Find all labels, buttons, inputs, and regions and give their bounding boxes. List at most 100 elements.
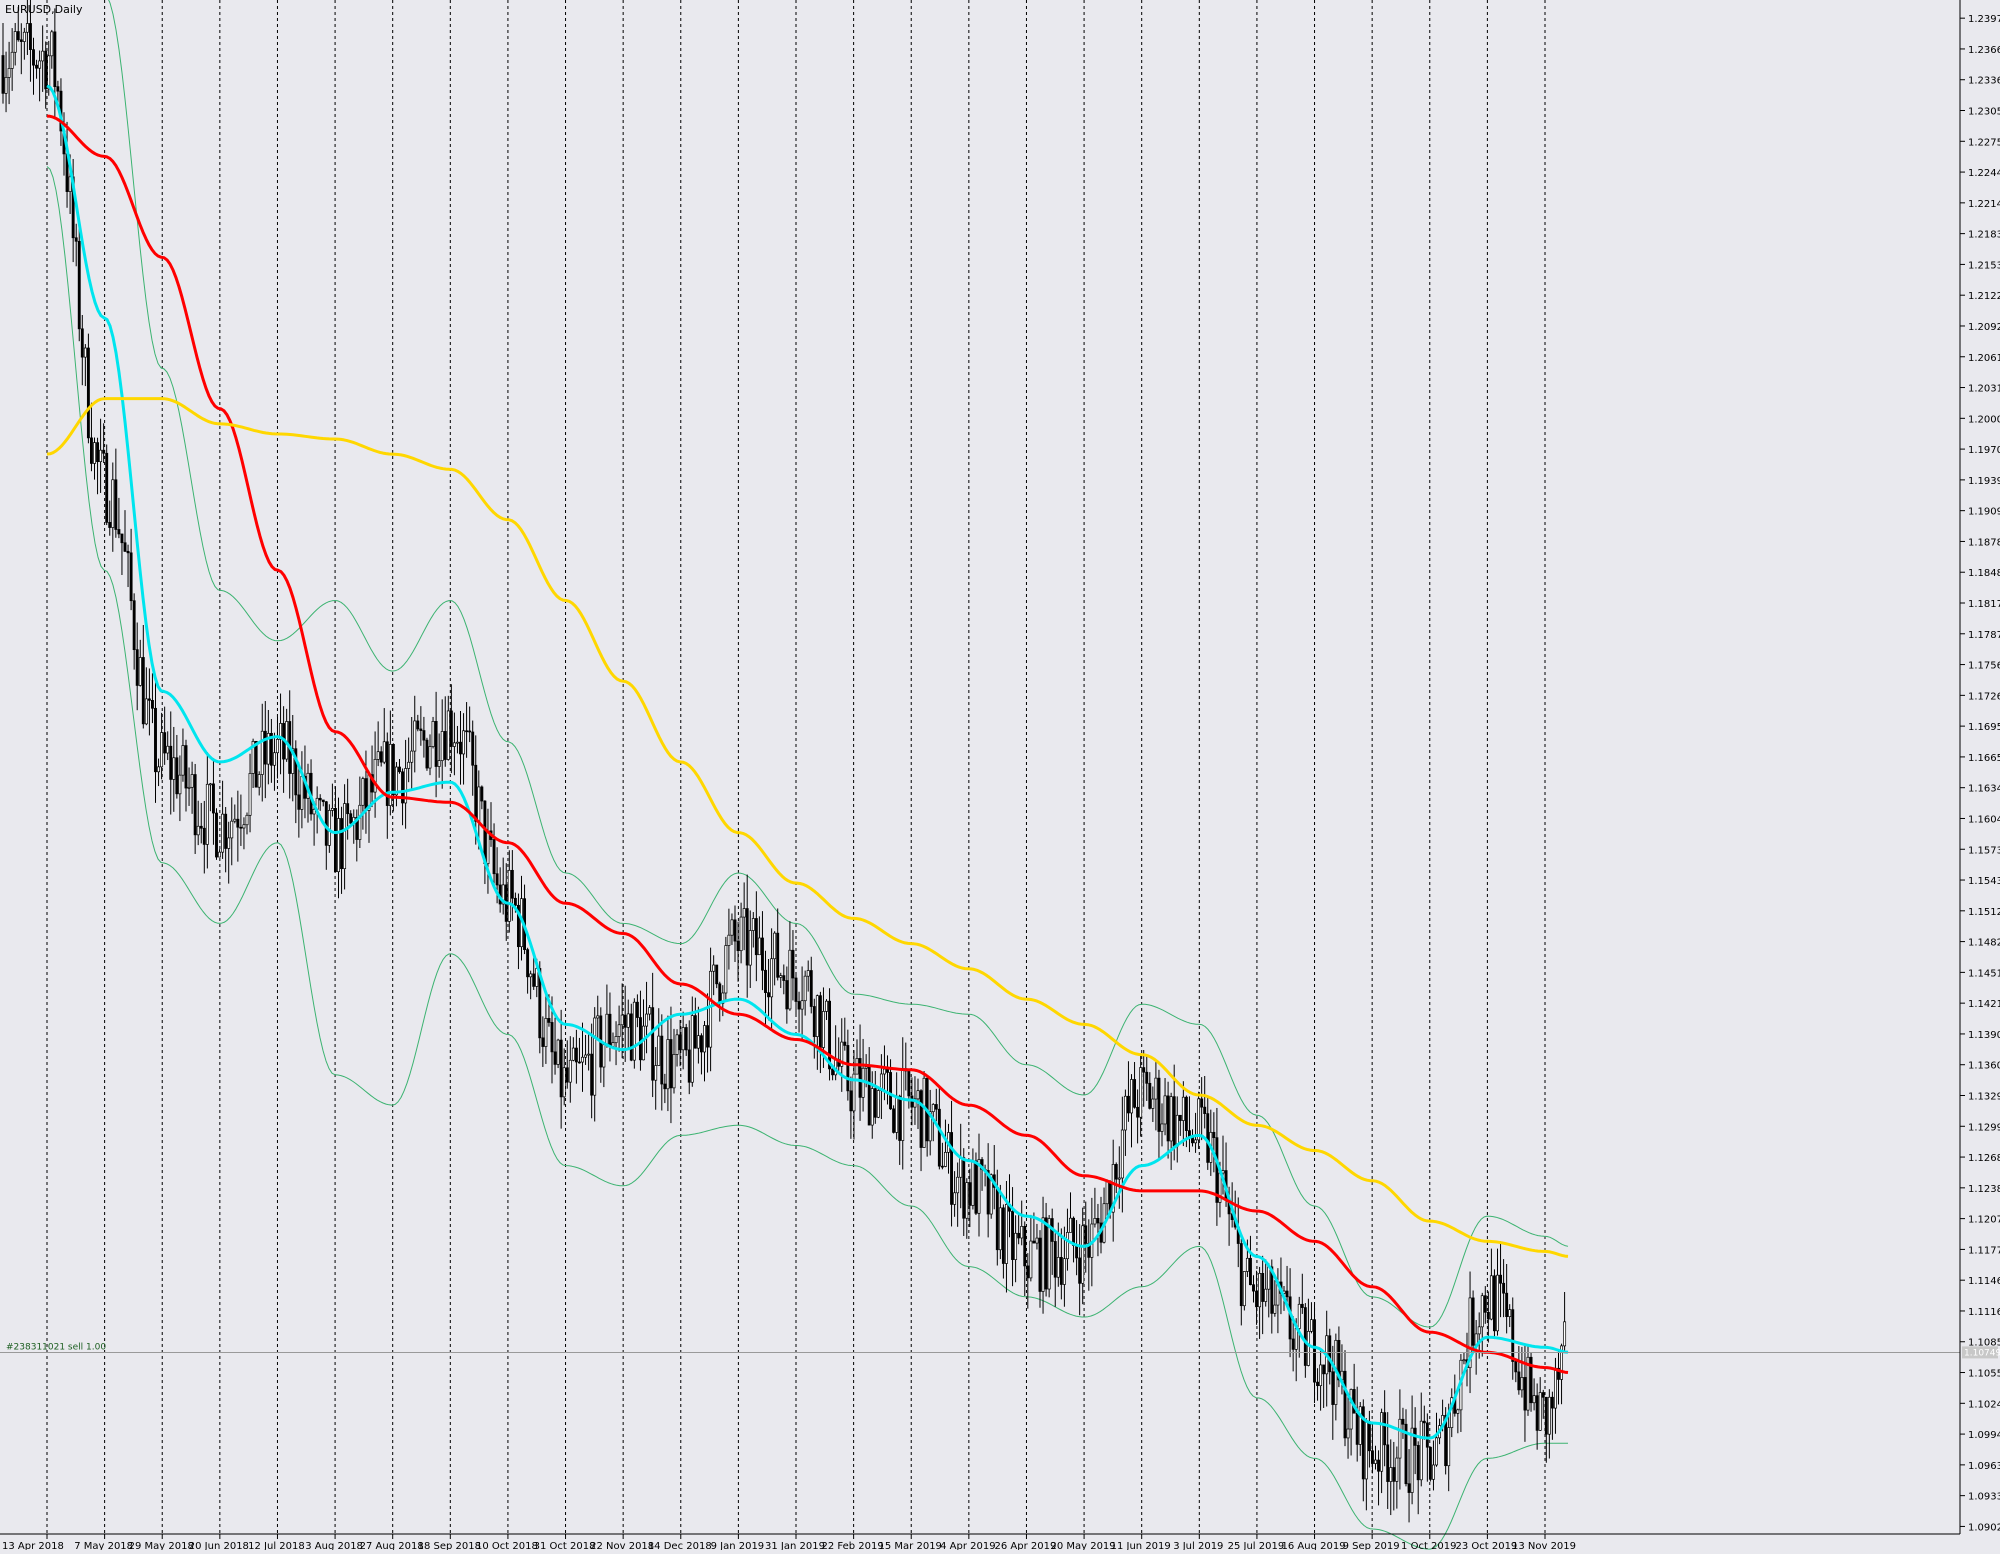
y-tick-label: 1.16955 <box>1968 722 2000 733</box>
candle-body <box>184 745 188 789</box>
candle-body <box>154 707 157 773</box>
candle-body <box>486 830 490 864</box>
y-tick-label: 1.19700 <box>1968 445 2000 456</box>
candle-body <box>1273 1304 1277 1314</box>
y-tick-label: 1.09025 <box>1968 1522 2000 1533</box>
candle-body <box>1508 1309 1512 1317</box>
candle-body <box>1309 1319 1313 1332</box>
candle-body <box>529 973 533 978</box>
candle-body <box>709 970 713 1048</box>
candle-body <box>1069 1217 1072 1233</box>
candle-body <box>215 812 218 858</box>
candle-body <box>224 813 228 849</box>
candle-body <box>1538 1392 1542 1431</box>
candle-body <box>809 970 813 1007</box>
candle-body <box>144 698 148 725</box>
candle-body <box>648 1007 652 1015</box>
candle-body <box>440 731 444 761</box>
candle-body <box>239 826 243 829</box>
candle-body <box>379 751 383 763</box>
candle-body <box>1395 1457 1399 1482</box>
ma-mid-line <box>46 114 1569 1374</box>
candle-body <box>645 1013 649 1027</box>
candle-body <box>1215 1137 1219 1203</box>
y-tick-label: 1.21835 <box>1968 230 2000 241</box>
candle-body <box>1407 1483 1411 1493</box>
y-tick-label: 1.23970 <box>1968 14 2000 25</box>
candle-body <box>1480 1295 1484 1328</box>
candle-body <box>1285 1290 1289 1298</box>
candle-body <box>1392 1467 1396 1482</box>
candle-body <box>1505 1292 1509 1317</box>
candle-body <box>526 949 530 978</box>
candle-body <box>1328 1335 1332 1373</box>
candle-body <box>736 940 740 952</box>
candle-body <box>437 760 441 767</box>
candle-body <box>693 1015 697 1049</box>
candle-body <box>642 1025 645 1061</box>
candle-body <box>675 1034 679 1055</box>
candle-body <box>916 1090 920 1100</box>
candle-body <box>873 1088 877 1118</box>
current-price-tag-bg <box>1962 1346 1998 1359</box>
candle-body <box>1139 1067 1143 1118</box>
candle-body <box>1435 1437 1438 1466</box>
candle-body <box>718 983 722 1004</box>
candle-body <box>754 918 758 956</box>
candle-body <box>468 730 472 733</box>
candle-body <box>89 437 93 464</box>
candle-body <box>245 814 249 826</box>
candle-body <box>449 710 453 747</box>
candle-body <box>1383 1412 1387 1446</box>
candle-body <box>635 1001 639 1018</box>
candle-body <box>858 1058 862 1098</box>
candle-body <box>413 720 417 752</box>
candle-body <box>690 1015 694 1083</box>
candle-body <box>465 730 469 733</box>
candle-body <box>373 759 377 793</box>
y-tick-label: 1.22140 <box>1968 199 2000 210</box>
candle-body <box>50 31 54 57</box>
candle-body <box>870 1088 874 1126</box>
candle-body <box>276 739 279 754</box>
candle-body <box>300 775 304 810</box>
candle-body <box>1212 1131 1216 1139</box>
candle-body <box>163 732 167 754</box>
candle-body <box>1303 1307 1307 1366</box>
candle-body <box>1065 1232 1069 1260</box>
candle-body <box>151 700 154 709</box>
candle-body <box>791 949 795 979</box>
y-tick-label: 1.18175 <box>1968 599 2000 610</box>
candle-body <box>538 968 542 1039</box>
candle-body <box>831 1068 835 1076</box>
candle-body <box>1026 1265 1030 1279</box>
y-tick-label: 1.11465 <box>1968 1276 2000 1287</box>
candle-body <box>1471 1297 1475 1346</box>
candle-body <box>1011 1210 1015 1260</box>
y-tick-label: 1.09330 <box>1968 1492 2000 1503</box>
candle-body <box>105 452 109 523</box>
candle-body <box>989 1174 993 1215</box>
candle-body <box>1523 1377 1527 1411</box>
candle-body <box>757 937 761 956</box>
y-tick-label: 1.18785 <box>1968 537 2000 548</box>
candle-body <box>907 1070 911 1097</box>
candle-body <box>1386 1444 1390 1482</box>
candle-body <box>663 1083 667 1090</box>
candle-body <box>608 1013 612 1047</box>
candle-body <box>840 1041 844 1067</box>
candle-body <box>1496 1274 1499 1332</box>
candle-body <box>462 730 466 755</box>
candle-body <box>995 1187 999 1251</box>
x-tick-label: 4 Apr 2019 <box>940 1541 995 1550</box>
candle-body <box>364 778 368 811</box>
candle-body <box>334 807 337 873</box>
candle-body <box>395 766 398 796</box>
candle-body <box>269 733 273 766</box>
x-tick-label: 15 Mar 2019 <box>879 1541 942 1550</box>
candle-body <box>672 1054 676 1089</box>
candle-body <box>770 958 774 998</box>
